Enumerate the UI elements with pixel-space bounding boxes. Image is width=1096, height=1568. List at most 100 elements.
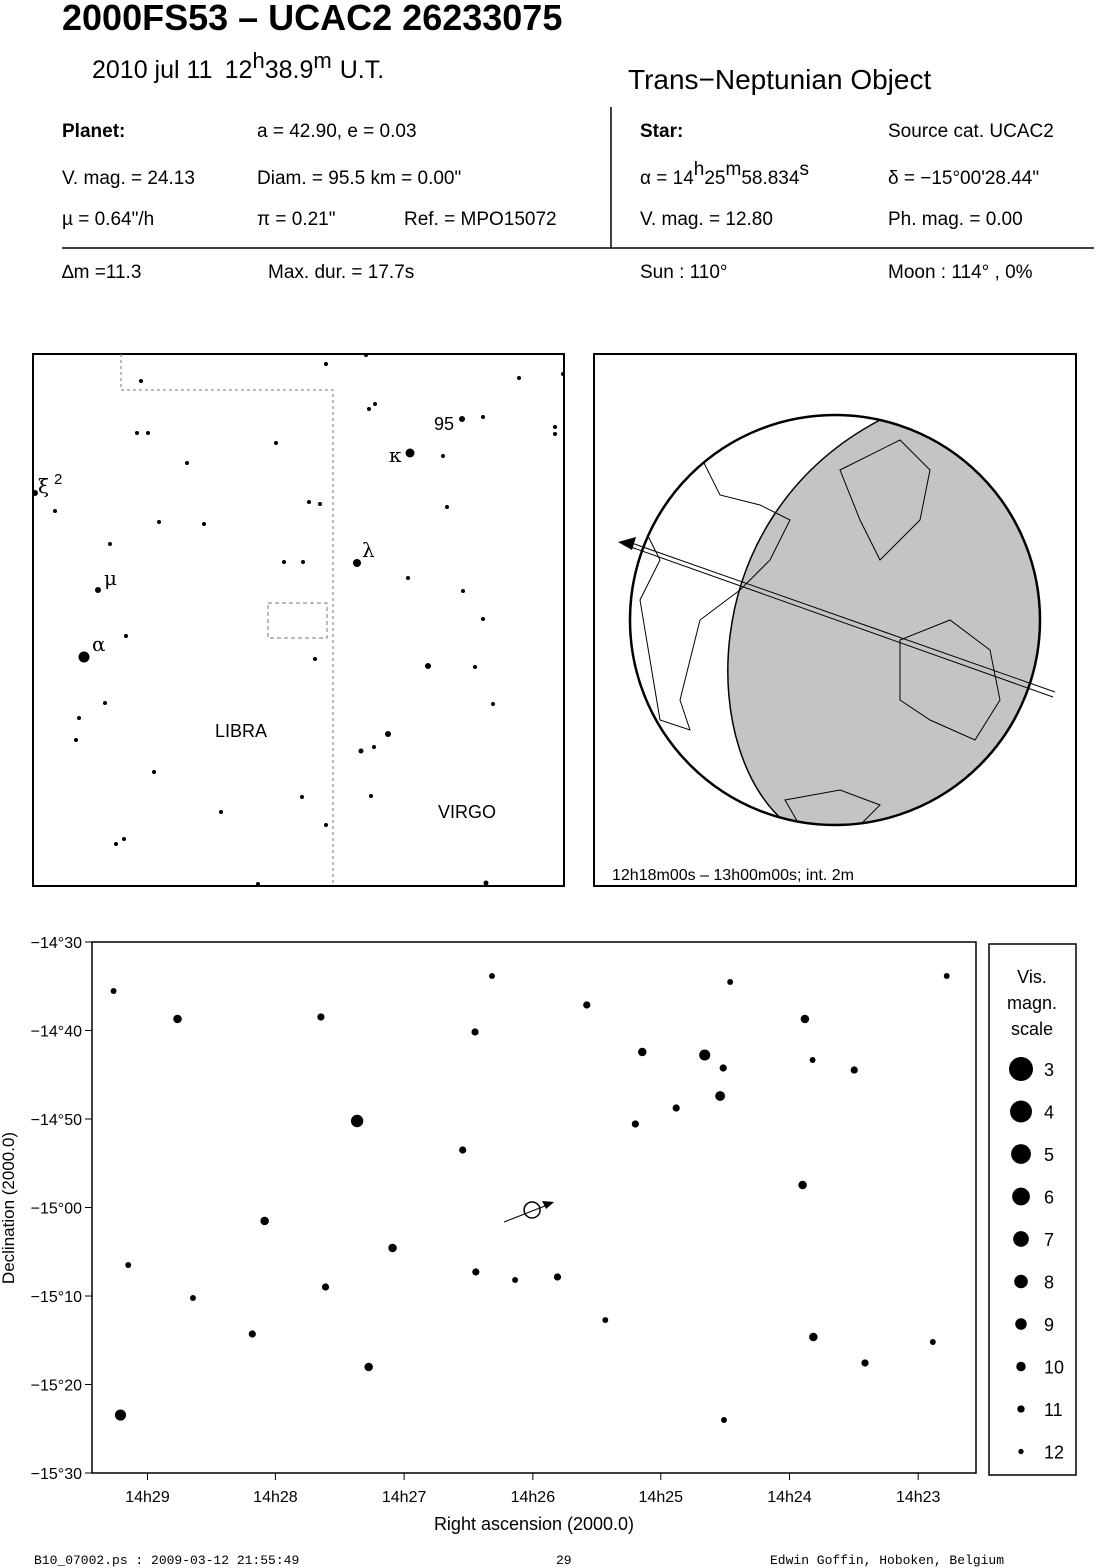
star	[638, 1047, 647, 1057]
legend-marker	[1018, 1448, 1024, 1455]
date-time: 2010 jul 11 12h38.9m U.T.	[92, 48, 384, 84]
finder-star	[157, 520, 161, 524]
minutes-unit: m	[313, 48, 331, 73]
star	[861, 1359, 869, 1367]
star	[850, 1066, 858, 1074]
star	[727, 979, 734, 985]
finder-star	[364, 353, 368, 357]
star-chart: Right ascension (2000.0) Declination (20…	[0, 935, 1077, 1534]
legend-marker	[1015, 1318, 1027, 1330]
finder-star	[301, 560, 305, 564]
star	[110, 988, 117, 994]
ra-h-unit: h	[694, 159, 705, 180]
globe-panel: 12h18m00s – 13h00m00s; int. 2m	[593, 353, 1077, 887]
star	[388, 1243, 397, 1253]
finder-star	[481, 617, 485, 621]
finder-star	[425, 663, 431, 669]
legend-title: Vis.	[1017, 967, 1047, 987]
finder-star	[461, 589, 465, 593]
star	[798, 1180, 807, 1190]
finder-star	[553, 432, 557, 436]
globe-caption: 12h18m00s – 13h00m00s; int. 2m	[612, 867, 854, 884]
finder-star	[441, 454, 445, 458]
finder-star	[122, 837, 126, 841]
star	[114, 1409, 127, 1421]
legend-label: 5	[1044, 1145, 1054, 1165]
finder-star	[307, 500, 311, 504]
planet-ref: Ref. = MPO15072	[404, 209, 557, 230]
hours-unit: h	[252, 48, 264, 73]
star	[489, 973, 495, 979]
finder-star	[445, 505, 449, 509]
legend-marker	[1011, 1144, 1031, 1164]
panel	[593, 353, 1077, 887]
finder-star	[74, 738, 78, 742]
finder-star	[324, 823, 328, 827]
ra-label: α =	[640, 168, 673, 189]
max-duration: Max. dur. = 17.7s	[268, 262, 414, 283]
planet-diam: Diam. = 95.5 km = 0.00"	[257, 168, 461, 189]
plot-frame	[91, 941, 977, 1474]
star	[809, 1332, 818, 1342]
finder-star	[300, 795, 304, 799]
planet-orbit: a = 42.90, e = 0.03	[257, 121, 417, 142]
track	[627, 545, 1054, 698]
star	[715, 1091, 726, 1101]
sun: Sun : 110°	[640, 262, 728, 283]
star	[943, 973, 950, 979]
star-label: λ	[362, 538, 375, 562]
star	[929, 1339, 936, 1345]
finder-star	[373, 402, 377, 406]
ra-m: 25	[704, 168, 725, 189]
legend-marker	[1010, 1100, 1032, 1123]
title: 2000FS53 – UCAC2 26233075	[62, 0, 562, 38]
star	[602, 1317, 609, 1323]
star-source: Source cat. UCAC2	[888, 121, 1054, 142]
y-tick-label: −15°20	[31, 1377, 82, 1394]
star-label: 2	[54, 471, 62, 488]
y-tick-label: −15°10	[31, 1289, 82, 1306]
y-tick-label: −14°50	[31, 1112, 82, 1129]
finder-star	[491, 702, 495, 706]
legend-label: 7	[1044, 1230, 1054, 1250]
planet-motion: µ = 0.64"/h	[62, 209, 154, 230]
finder-star	[219, 810, 223, 814]
legend-marker	[1009, 1057, 1033, 1081]
legend-frame	[988, 943, 1077, 1476]
finder-star	[202, 522, 206, 526]
finder-star	[324, 362, 328, 366]
legend-title: magn.	[1007, 993, 1057, 1013]
finder-star	[78, 651, 90, 663]
star-label: 95	[434, 414, 454, 434]
star	[553, 1273, 562, 1281]
legend-marker	[1016, 1361, 1026, 1372]
object-class: Trans−Neptunian Object	[628, 64, 931, 95]
hours: 12	[225, 56, 253, 84]
y-tick-label: −15°30	[31, 1466, 82, 1483]
date: 2010 jul 11	[92, 56, 212, 84]
x-tick-label: 14h28	[253, 1489, 298, 1506]
star	[471, 1028, 479, 1036]
finder-star	[459, 416, 465, 422]
footer-file: B10_07002.ps : 2009-03-12 21:55:49	[34, 1553, 299, 1568]
star-ra: α = 14h25m58.834s	[640, 159, 809, 189]
time-scale: U.T.	[340, 56, 384, 84]
finder-star	[114, 842, 118, 846]
legend-label: 4	[1044, 1103, 1054, 1123]
finder-star	[483, 880, 489, 886]
star	[190, 1295, 196, 1301]
finder-star	[274, 441, 278, 445]
ra-s-unit: s	[799, 159, 809, 180]
finder-star	[135, 431, 139, 435]
legend-marker	[1014, 1274, 1028, 1289]
path-arrow	[542, 1200, 555, 1209]
target	[523, 1201, 541, 1219]
y-tick-label: −14°30	[31, 935, 82, 952]
finder-star	[103, 701, 107, 705]
x-tick-label: 14h26	[511, 1489, 556, 1506]
star-label: α	[92, 632, 106, 656]
star	[125, 1262, 132, 1268]
finder-star	[152, 770, 156, 774]
star	[173, 1014, 182, 1024]
ra-h: 14	[673, 168, 695, 189]
